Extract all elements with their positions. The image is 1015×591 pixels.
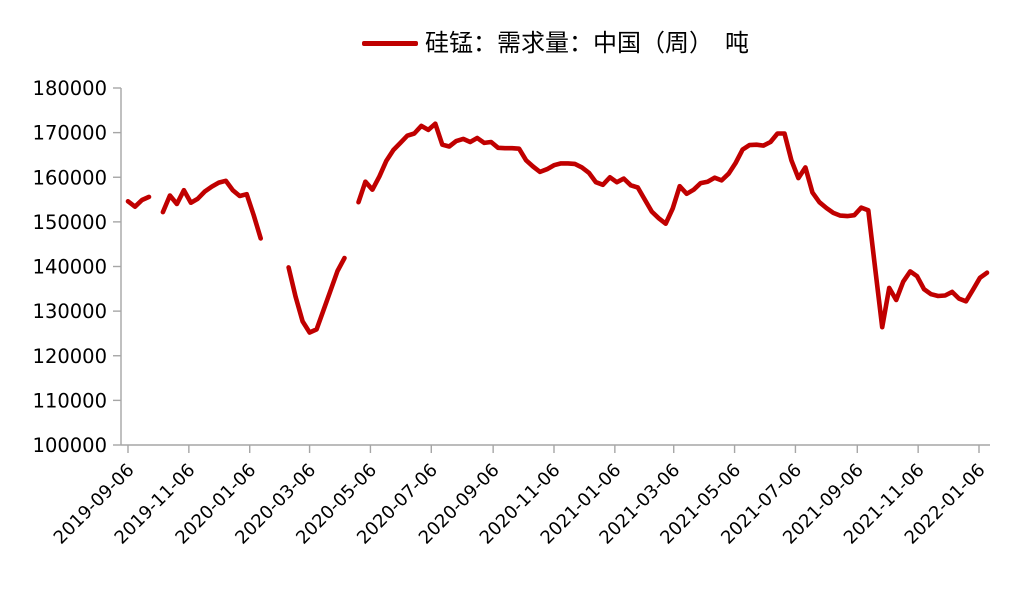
y-tick-label: 160000 (33, 166, 107, 189)
y-tick-label: 170000 (33, 122, 107, 145)
y-tick-label: 110000 (33, 389, 107, 412)
legend-line-swatch (362, 40, 418, 46)
legend: 硅锰：需求量：中国（周） 吨 (121, 30, 990, 56)
legend-label: 硅锰：需求量：中国（周） 吨 (425, 29, 749, 57)
y-tick-label: 150000 (33, 211, 107, 234)
y-tick-label: 140000 (33, 256, 107, 279)
y-tick-label: 180000 (33, 77, 107, 100)
y-tick-label: 120000 (33, 345, 107, 368)
y-tick-label: 130000 (33, 300, 107, 323)
demand-line-series (125, 121, 990, 335)
y-tick-label: 100000 (33, 434, 107, 457)
